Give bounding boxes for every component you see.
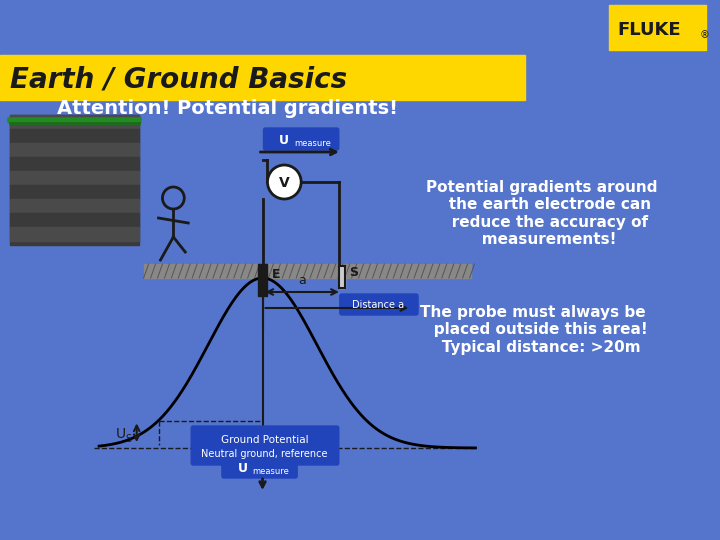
Text: V: V: [279, 176, 289, 190]
Text: ®: ®: [699, 30, 709, 40]
Text: U: U: [279, 133, 289, 146]
Text: S: S: [126, 434, 132, 444]
Bar: [10, 143, 139, 157]
Text: Earth / Ground Basics: Earth / Ground Basics: [10, 66, 347, 94]
Text: Neutral ground, reference: Neutral ground, reference: [202, 449, 328, 459]
Bar: [10, 129, 139, 143]
Text: measure: measure: [294, 139, 331, 148]
Bar: [144, 264, 471, 278]
Text: S: S: [348, 266, 358, 279]
FancyBboxPatch shape: [192, 426, 339, 465]
Text: U: U: [238, 462, 248, 475]
FancyBboxPatch shape: [264, 128, 339, 150]
FancyBboxPatch shape: [222, 456, 297, 478]
Text: FLUKE: FLUKE: [617, 21, 680, 39]
Text: U: U: [116, 427, 126, 441]
Bar: [10, 115, 139, 245]
FancyBboxPatch shape: [340, 294, 418, 315]
Bar: [339, 266, 345, 288]
Bar: [0, 55, 525, 100]
Bar: [10, 199, 139, 213]
Bar: [10, 213, 139, 227]
Bar: [609, 5, 706, 50]
Text: Ground Potential: Ground Potential: [221, 435, 308, 445]
Text: Distance a: Distance a: [352, 300, 405, 310]
Text: a: a: [298, 274, 306, 287]
Bar: [10, 227, 139, 241]
Bar: [10, 157, 139, 171]
Text: Potential gradients around
   the earth electrode can
   reduce the accuracy of
: Potential gradients around the earth ele…: [426, 180, 657, 247]
Text: Attention! Potential gradients!: Attention! Potential gradients!: [58, 98, 398, 118]
Text: measure: measure: [253, 468, 289, 476]
Circle shape: [267, 165, 301, 199]
Bar: [10, 171, 139, 185]
Bar: [258, 264, 267, 296]
Text: E: E: [271, 268, 280, 281]
Bar: [10, 185, 139, 199]
Text: The probe must always be
   placed outside this area!
   Typical distance: >20m: The probe must always be placed outside …: [418, 305, 648, 355]
Bar: [10, 115, 139, 129]
